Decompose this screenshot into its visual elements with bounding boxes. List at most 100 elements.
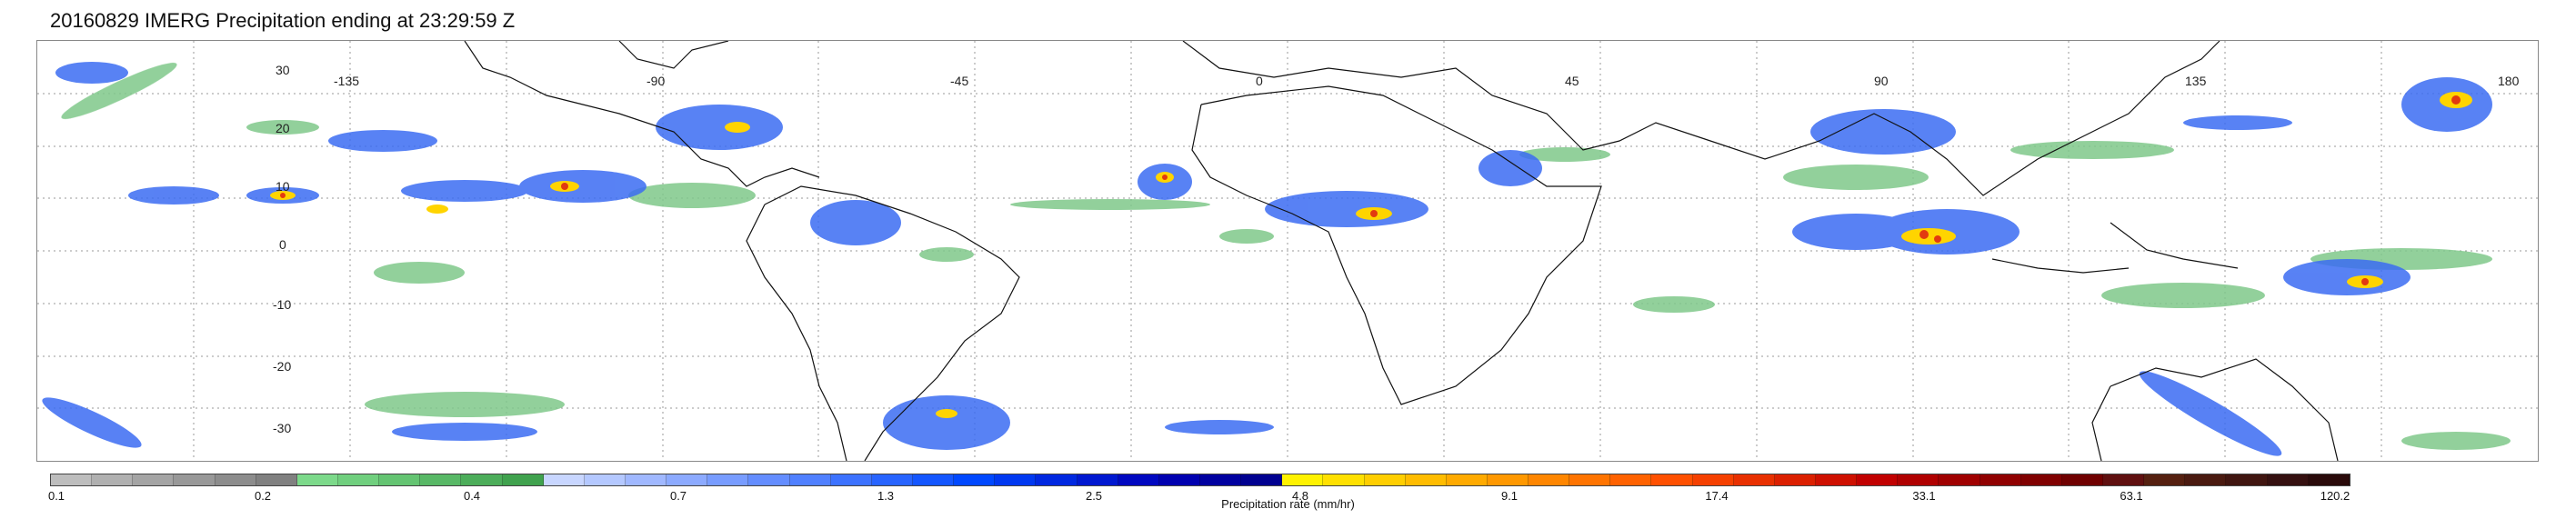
colorbar-swatch bbox=[1405, 474, 1447, 485]
longitude-label: 180 bbox=[2498, 74, 2520, 88]
colorbar-swatch bbox=[748, 474, 790, 485]
indonesia-coast bbox=[1991, 222, 2239, 274]
map-title: 20160829 IMERG Precipitation ending at 2… bbox=[50, 9, 516, 32]
europe-asia-coast bbox=[1182, 41, 2220, 196]
colorbar-swatch bbox=[215, 474, 256, 485]
colorbar-swatch bbox=[1980, 474, 2021, 485]
colorbar-swatch bbox=[256, 474, 297, 485]
precip-cell bbox=[1519, 147, 1610, 162]
coastlines bbox=[464, 41, 2339, 461]
colorbar-tick-label: 120.2 bbox=[2320, 489, 2350, 503]
latitude-label: -10 bbox=[273, 297, 292, 312]
colorbar-swatch bbox=[51, 474, 93, 485]
colorbar-tick-label: 0.2 bbox=[254, 489, 272, 503]
precip-cell bbox=[1010, 199, 1210, 210]
precip-cell bbox=[280, 193, 286, 198]
colorbar-tick-label: 63.1 bbox=[2120, 489, 2143, 503]
colorbar-tick-label: 9.1 bbox=[1500, 489, 1519, 503]
latitude-label: 30 bbox=[276, 63, 290, 77]
colorbar-swatch bbox=[1651, 474, 1693, 485]
colorbar-swatch bbox=[912, 474, 955, 485]
colorbar-swatch bbox=[1158, 474, 1200, 485]
precip-cell bbox=[1810, 109, 1956, 155]
precip-cell bbox=[392, 423, 537, 441]
precip-cell bbox=[328, 130, 437, 152]
precip-cell bbox=[936, 409, 957, 418]
colorbar-swatch bbox=[2144, 474, 2186, 485]
colorbar-swatch bbox=[296, 474, 338, 485]
precipitation-field bbox=[42, 62, 2511, 456]
colorbar-swatch bbox=[1487, 474, 1529, 485]
colorbar-swatch bbox=[1199, 474, 1242, 485]
colorbar-swatch bbox=[1733, 474, 1775, 485]
precip-cell bbox=[1783, 165, 1929, 190]
colorbar-swatch bbox=[2267, 474, 2309, 485]
colorbar-swatch bbox=[1036, 474, 1078, 485]
colorbar-swatch bbox=[1898, 474, 1940, 485]
precip-cell bbox=[61, 63, 177, 119]
longitude-label: -45 bbox=[950, 74, 969, 88]
colorbar-tick-label: 0.7 bbox=[669, 489, 687, 503]
latitude-label: 10 bbox=[276, 179, 290, 194]
longitude-label: -90 bbox=[647, 74, 666, 88]
colorbar-label: Precipitation rate (mm/hr) bbox=[1221, 497, 1355, 511]
colorbar-swatch bbox=[174, 474, 216, 485]
colorbar-swatch bbox=[1282, 474, 1324, 485]
precip-cell bbox=[2139, 371, 2282, 456]
latitude-label: -20 bbox=[273, 359, 292, 374]
colorbar-tick-label: 0.4 bbox=[463, 489, 481, 503]
colorbar-swatch bbox=[667, 474, 708, 485]
longitude-label: 0 bbox=[1256, 74, 1263, 88]
longitude-label: 45 bbox=[1565, 74, 1579, 88]
colorbar-swatch bbox=[830, 474, 872, 485]
colorbar-tick-label: 17.4 bbox=[1705, 489, 1729, 503]
precip-cell bbox=[1265, 191, 1428, 227]
longitude-label: 135 bbox=[2185, 74, 2207, 88]
colorbar-swatch bbox=[2020, 474, 2062, 485]
colorbar-swatch bbox=[420, 474, 462, 485]
colorbar-swatch bbox=[92, 474, 134, 485]
colorbar-swatch bbox=[1569, 474, 1611, 485]
precip-cell bbox=[2283, 259, 2411, 295]
colorbar-tick-label: 33.1 bbox=[1912, 489, 1936, 503]
colorbar-swatch bbox=[461, 474, 503, 485]
latitude-label: 20 bbox=[276, 121, 290, 135]
precip-cell bbox=[55, 62, 128, 84]
colorbar-swatch bbox=[2061, 474, 2104, 485]
precip-cell bbox=[42, 397, 142, 448]
precip-cell bbox=[1162, 175, 1168, 180]
longitude-label: 90 bbox=[1874, 74, 1889, 88]
precip-cell bbox=[1934, 235, 1941, 243]
precip-cell bbox=[1370, 210, 1378, 217]
precip-cell bbox=[374, 262, 465, 284]
precip-cell bbox=[919, 247, 974, 262]
colorbar-swatch bbox=[133, 474, 175, 485]
precip-cell bbox=[1478, 150, 1542, 186]
colorbar-swatch bbox=[543, 474, 585, 485]
colorbar-tick-label: 2.5 bbox=[1085, 489, 1103, 503]
colorbar-swatch bbox=[625, 474, 667, 485]
colorbar-swatch bbox=[789, 474, 831, 485]
precip-cell bbox=[1219, 229, 1274, 244]
precip-cell bbox=[883, 395, 1010, 450]
colorbar-swatch bbox=[1857, 474, 1899, 485]
colorbar-swatch bbox=[1364, 474, 1406, 485]
precipitation-map: -135 -90 -45 0 45 90 135 180 30 20 10 0 … bbox=[36, 40, 2539, 462]
colorbar-swatch bbox=[1241, 474, 1283, 485]
colorbar-swatch bbox=[1816, 474, 1858, 485]
colorbar-swatch bbox=[337, 474, 380, 485]
colorbar-swatch bbox=[2103, 474, 2145, 485]
colorbar-swatch bbox=[707, 474, 749, 485]
colorbar-tick-label: 0.1 bbox=[47, 489, 65, 503]
colorbar-swatch bbox=[1529, 474, 1570, 485]
precip-cell bbox=[656, 105, 783, 150]
precip-cell bbox=[426, 205, 448, 214]
precip-cell bbox=[1919, 230, 1929, 239]
colorbar-swatch bbox=[1077, 474, 1118, 485]
precip-cell bbox=[2010, 141, 2174, 159]
colorbar-swatch bbox=[584, 474, 626, 485]
precip-cell bbox=[2183, 115, 2292, 130]
precip-cell bbox=[2451, 95, 2461, 105]
colorbar-swatch bbox=[1610, 474, 1652, 485]
precip-cell bbox=[628, 183, 756, 208]
